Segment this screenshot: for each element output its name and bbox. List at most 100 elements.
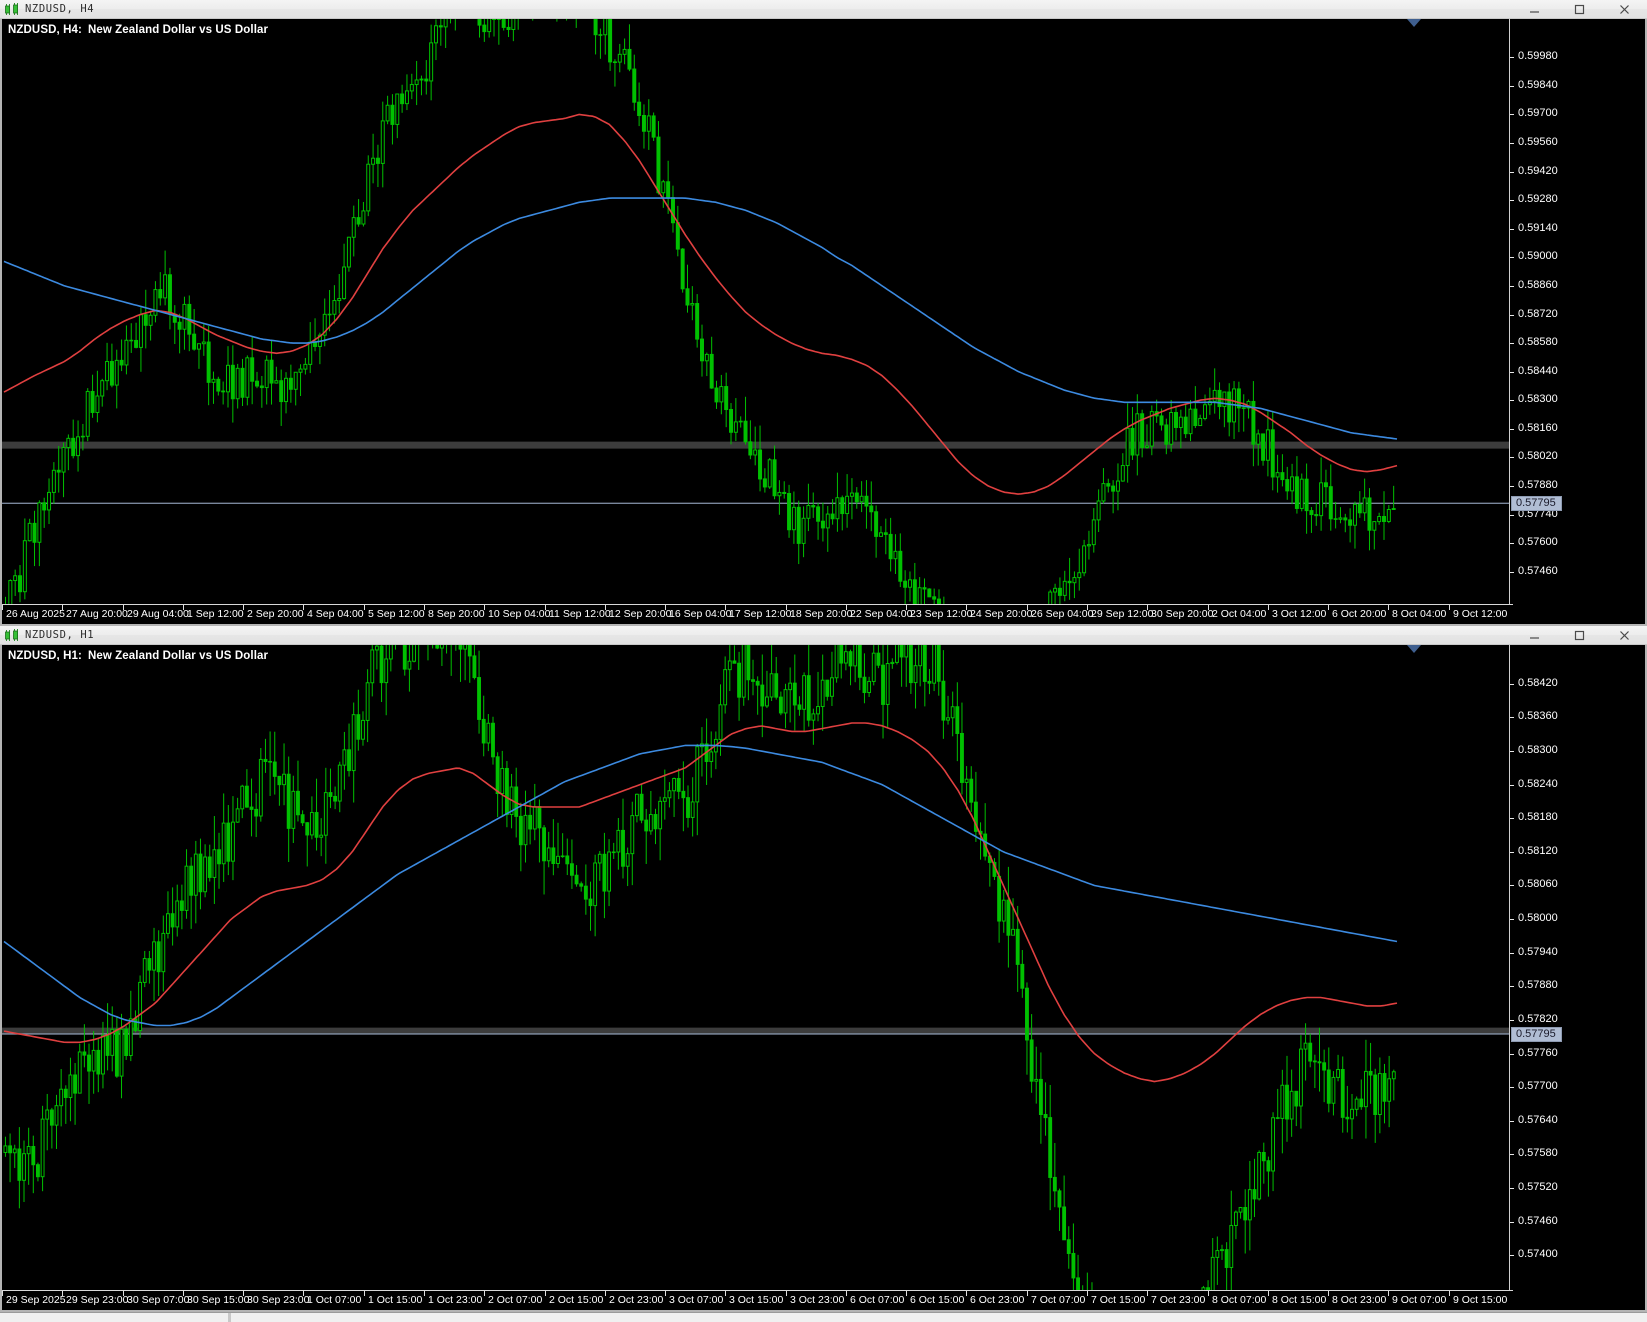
candle-body xyxy=(1062,1206,1067,1241)
time-axis-label: 30 Sep 23:00 xyxy=(247,1294,310,1306)
candle-body xyxy=(1294,1090,1299,1107)
candle-body xyxy=(114,1028,119,1077)
candle-body xyxy=(166,913,170,934)
candle-body xyxy=(42,502,47,511)
time-tick xyxy=(1388,1291,1389,1296)
candle-body xyxy=(1236,388,1241,409)
time-tick xyxy=(605,605,606,610)
candle-body xyxy=(96,1049,101,1075)
candle-body xyxy=(235,808,240,823)
candle-body xyxy=(206,341,211,383)
chart-h1-canvas[interactable]: NZDUSD, H1: New Zealand Dollar vs US Doll… xyxy=(0,645,1647,1312)
candle-body xyxy=(1391,1071,1396,1080)
candle-body xyxy=(1066,1239,1071,1254)
candle-body xyxy=(816,706,820,715)
price-axis-label: 0.59280 xyxy=(1518,193,1558,206)
candle-body xyxy=(874,511,879,537)
candle-body xyxy=(308,341,313,365)
candle-body xyxy=(695,303,700,340)
candle-body xyxy=(45,1109,50,1120)
chart-h1-time-scale[interactable]: 29 Sep 2025 29 Sep 23:00 30 Sep 07:00 30 Se… xyxy=(2,1290,1513,1310)
candle-body xyxy=(1377,516,1382,523)
candle-body xyxy=(700,338,704,362)
candle-body xyxy=(361,719,365,740)
candle-body xyxy=(1251,400,1256,445)
price-axis-label: 0.57460 xyxy=(1518,1214,1558,1227)
price-axis-label: 0.57940 xyxy=(1518,945,1558,958)
candle-body xyxy=(1333,518,1338,520)
candle-body xyxy=(439,645,444,649)
candle-body xyxy=(672,777,677,792)
candle-body xyxy=(1140,413,1145,448)
time-axis-label: 6 Oct 20:00 xyxy=(1332,608,1387,620)
candle-body xyxy=(1308,1042,1313,1062)
candle-body xyxy=(22,1153,26,1181)
chart-h4-period-marker-icon[interactable] xyxy=(1407,19,1421,27)
candle-body xyxy=(625,853,630,867)
candle-body xyxy=(1386,509,1391,522)
close-button[interactable] xyxy=(1602,626,1647,645)
price-tick xyxy=(1510,143,1514,145)
chart-h1-plot-area[interactable]: NZDUSD, H1: New Zealand Dollar vs US Doll… xyxy=(2,645,1645,1310)
price-tick xyxy=(1510,885,1514,887)
maximize-button[interactable] xyxy=(1557,0,1602,19)
price-tick xyxy=(1510,371,1514,373)
candle-body xyxy=(864,495,869,507)
time-tick xyxy=(2,605,3,610)
candle-body xyxy=(346,236,351,268)
candle-body xyxy=(551,847,556,864)
candle-body xyxy=(1275,1117,1280,1119)
candle-body xyxy=(412,645,416,662)
candle-body xyxy=(1359,1098,1364,1108)
chart-h4-canvas[interactable]: NZDUSD, H4: New Zealand Dollar vs US Doll… xyxy=(0,19,1647,626)
candle-body xyxy=(765,696,769,707)
chart-h1-titlebar[interactable]: NZDUSD, H1 xyxy=(0,626,1647,645)
time-tick xyxy=(183,605,184,610)
chart-h1-period-marker-icon[interactable] xyxy=(1407,645,1421,653)
price-axis-label: 0.59700 xyxy=(1518,107,1558,120)
candle-body xyxy=(748,441,753,456)
candle-body xyxy=(163,274,168,299)
candle-body xyxy=(791,506,796,531)
candle-body xyxy=(1233,1211,1238,1226)
candle-body xyxy=(1343,517,1348,521)
time-axis-label: 4 Sep 04:00 xyxy=(307,608,364,620)
candle-body xyxy=(101,1034,105,1075)
chart-h4-plot-area[interactable]: NZDUSD, H4: New Zealand Dollar vs US Doll… xyxy=(2,19,1645,624)
chart-h4-titlebar[interactable]: NZDUSD, H4 xyxy=(0,0,1647,19)
time-tick xyxy=(243,1291,244,1296)
candle-body xyxy=(400,93,405,105)
ma-fast-line xyxy=(3,113,1398,495)
candle-body xyxy=(651,115,656,138)
candle-body xyxy=(506,26,511,30)
candle-body xyxy=(898,550,903,582)
time-tick xyxy=(605,1291,606,1296)
candle-body xyxy=(217,849,221,865)
candle-body xyxy=(1326,1069,1331,1104)
price-axis-label: 0.57700 xyxy=(1518,1080,1558,1093)
chart-h4-time-scale[interactable]: 26 Aug 2025 27 Aug 20:00 29 Aug 04:00 1 Sep… xyxy=(2,604,1513,624)
time-axis-label: 18 Sep 20:00 xyxy=(790,608,853,620)
candle-body xyxy=(922,645,927,682)
candle-body xyxy=(917,587,922,606)
close-button[interactable] xyxy=(1602,0,1647,19)
candle-body xyxy=(839,645,844,664)
time-tick xyxy=(484,1291,485,1296)
candle-body xyxy=(274,380,279,384)
price-tick xyxy=(1510,428,1514,430)
price-axis-label: 0.57400 xyxy=(1518,1248,1558,1261)
time-axis-label: 7 Oct 23:00 xyxy=(1151,1294,1206,1306)
candle-body xyxy=(1038,1078,1043,1116)
maximize-button[interactable] xyxy=(1557,626,1602,645)
minimize-button[interactable] xyxy=(1512,0,1557,19)
candle-body xyxy=(937,598,941,606)
minimize-button[interactable] xyxy=(1512,626,1557,645)
chart-h4-price-scale[interactable]: 0.59980 0.59840 0.59700 0.59560 0.59420 0.592… xyxy=(1509,19,1645,606)
candle-body xyxy=(738,420,743,423)
chart-h1-price-scale[interactable]: 0.58420 0.58360 0.58300 0.58240 0.58180 0.581… xyxy=(1509,645,1645,1292)
status-bar xyxy=(0,1312,1647,1322)
candle-body xyxy=(230,364,235,400)
candle-body xyxy=(36,1164,40,1178)
price-tick xyxy=(1510,1120,1514,1122)
candle-body xyxy=(284,377,289,403)
